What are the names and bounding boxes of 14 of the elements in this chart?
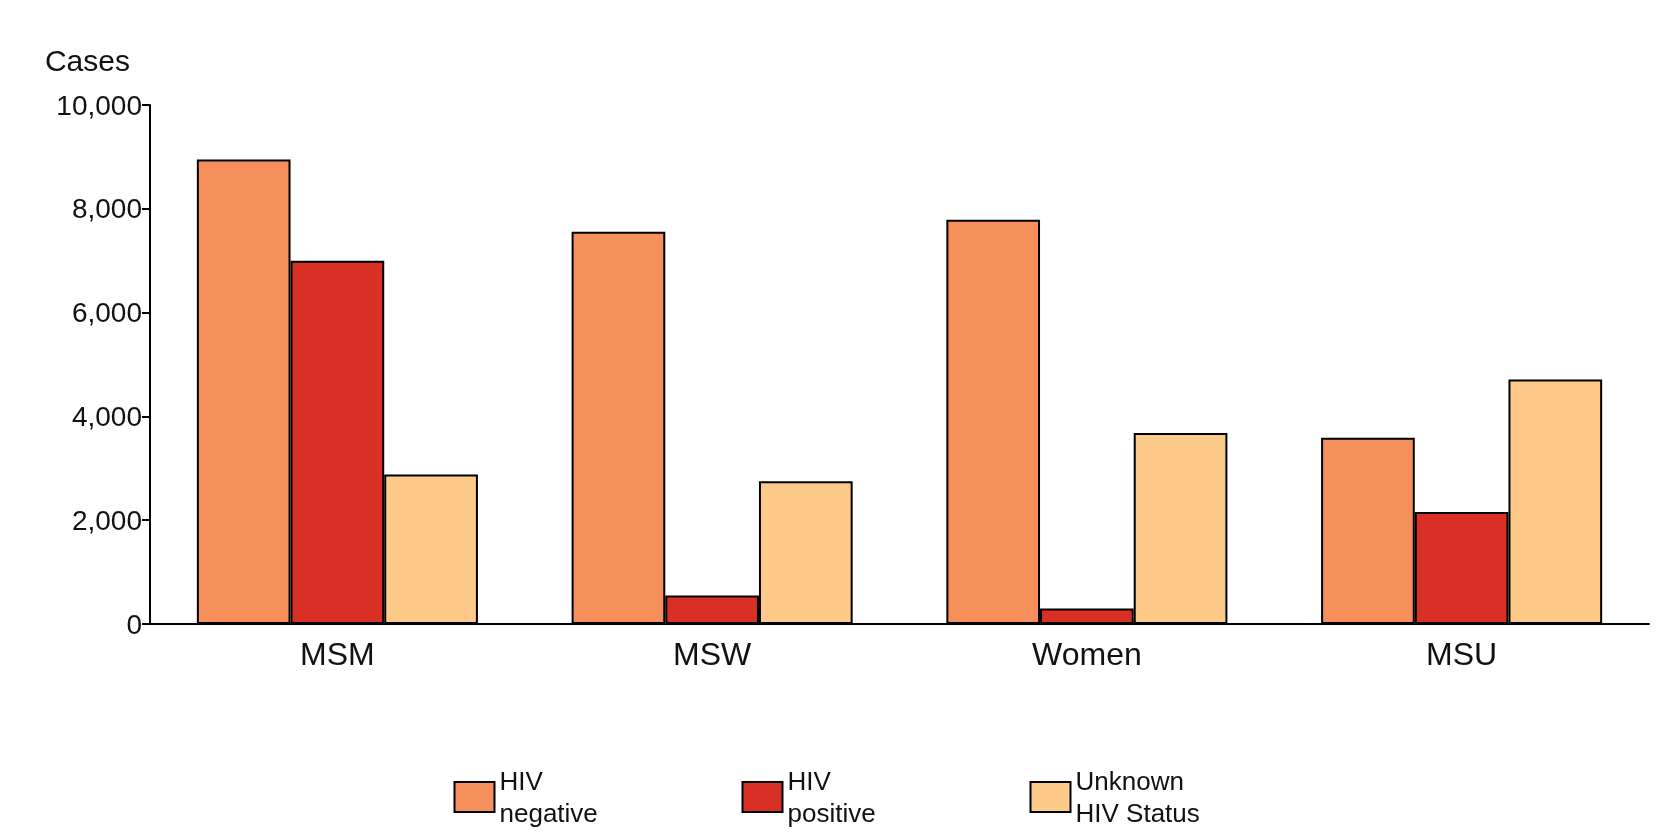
y-tick-label: 8,000 [71,193,142,225]
y-axis-title: Cases [44,43,130,77]
y-tick-label: 4,000 [71,400,142,432]
x-tick-label: MSW [673,636,753,672]
y-tick-label: 0 [126,608,142,640]
legend-label: HIV negative [499,766,598,828]
x-tick-label: MSM [300,636,375,672]
legend-label: Unknown HIV Status [1075,766,1200,828]
x-tick-label: MSU [1426,636,1498,672]
y-tick-label: 2,000 [71,504,142,536]
legend-label: HIV positive [787,766,876,828]
x-tick-label: Women [1032,636,1142,672]
y-tick-label: 10,000 [56,89,142,121]
y-tick-label: 6,000 [71,297,142,329]
